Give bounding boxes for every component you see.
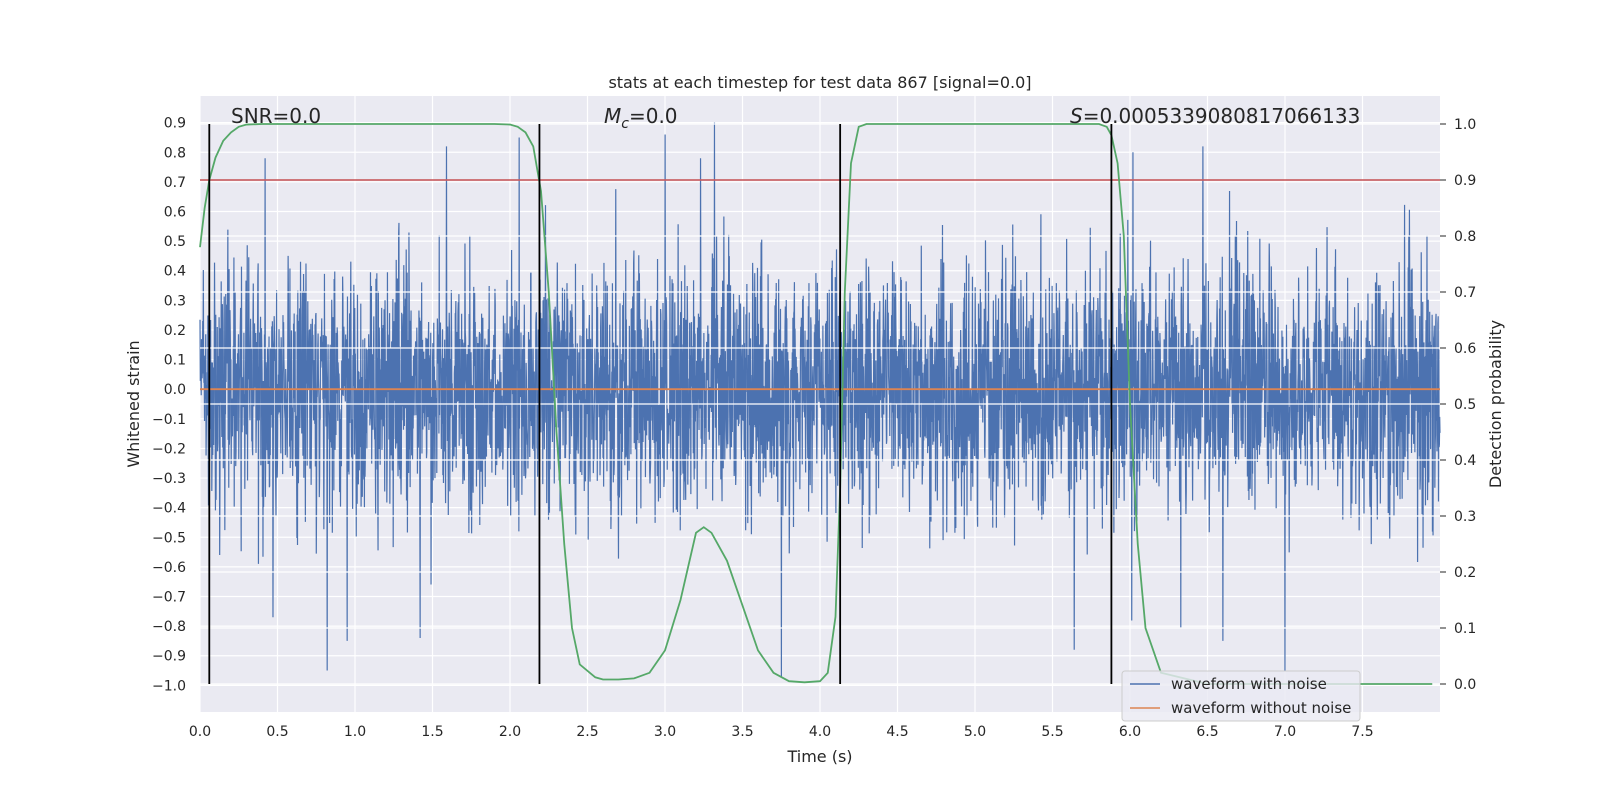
chart-title: stats at each timestep for test data 867… <box>608 73 1031 92</box>
s-symbol: S <box>1070 104 1083 128</box>
y2-tick-label: 0.8 <box>1454 229 1476 245</box>
y2-tick-label: 0.0 <box>1454 677 1476 693</box>
y-tick-label: −0.1 <box>152 412 186 428</box>
y-tick-label: 0.7 <box>164 175 186 191</box>
y-tick-label: −0.8 <box>152 619 186 635</box>
vertical-markers <box>208 124 1113 684</box>
legend-box <box>1121 670 1361 722</box>
y-tick-label: 0.8 <box>164 145 186 161</box>
y-tick-label: 0.9 <box>164 116 186 132</box>
y-tick-label: −0.6 <box>152 560 186 576</box>
x-tick-label: 5.0 <box>964 724 986 740</box>
x-tick-label: 7.0 <box>1274 724 1296 740</box>
y2-tick-label: 0.6 <box>1454 341 1476 357</box>
mc-symbol: M <box>604 104 621 128</box>
y-tick-label: 0.1 <box>164 353 186 369</box>
x-tick-label: 3.0 <box>654 724 676 740</box>
x-tick-label: 5.5 <box>1041 724 1063 740</box>
y2-axis-label: Detection probability <box>1486 320 1505 488</box>
y2-tick-label: 0.1 <box>1454 621 1476 637</box>
y-tick-label: −0.4 <box>152 501 186 517</box>
legend-label-noise: waveform with noise <box>1171 675 1327 693</box>
x-tick-label: 2.0 <box>499 724 521 740</box>
x-tick-label: 6.5 <box>1196 724 1218 740</box>
s-value: =0.0005339080817066133 <box>1083 104 1361 128</box>
detection-probability-line <box>199 123 1433 685</box>
y-tick-label: −0.7 <box>152 590 186 606</box>
y-tick-label: 0.6 <box>164 205 186 221</box>
y2-tick-label: 0.4 <box>1454 453 1476 469</box>
y-tick-label: −0.2 <box>152 441 186 457</box>
y2-tick-label: 0.2 <box>1454 565 1476 581</box>
y2-tick-label: 0.9 <box>1454 173 1476 189</box>
y2-tick-label: 1.0 <box>1454 117 1476 133</box>
mc-subscript: c <box>621 116 629 132</box>
y-tick-label: 0.4 <box>164 264 186 280</box>
x-ticks: 0.0 0.5 1.0 1.5 2.0 2.5 3.0 3.5 4.0 4.5 5.0 5.5 6.0 6… <box>189 724 1374 740</box>
x-tick-label: 0.0 <box>189 724 211 740</box>
x-tick-label: 0.5 <box>266 724 288 740</box>
x-tick-label: 4.0 <box>809 724 831 740</box>
y2-tick-label: 0.5 <box>1454 397 1476 413</box>
x-tick-label: 1.0 <box>344 724 366 740</box>
y-axis-label: Whitened strain <box>124 340 143 467</box>
y2-ticks: 1.0 0.9 0.8 0.7 0.6 0.5 0.4 0.3 0.2 0.1 0.0 <box>1440 117 1476 693</box>
x-axis-label: Time (s) <box>786 747 852 766</box>
x-tick-label: 2.5 <box>576 724 598 740</box>
x-tick-label: 3.5 <box>731 724 753 740</box>
series-detection-probability <box>199 123 1433 685</box>
y2-tick-label: 0.7 <box>1454 285 1476 301</box>
x-tick-label: 1.5 <box>421 724 443 740</box>
mc-value: =0.0 <box>629 104 678 128</box>
y-tick-label: 0.3 <box>164 293 186 309</box>
x-tick-label: 7.5 <box>1351 724 1373 740</box>
y-tick-label: 0.5 <box>164 234 186 250</box>
x-tick-label: 4.5 <box>886 724 908 740</box>
x-tick-label: 6.0 <box>1119 724 1141 740</box>
legend: waveform with noise waveform without noi… <box>1121 670 1361 722</box>
y-tick-label: −1.0 <box>152 678 186 694</box>
y-tick-label: −0.3 <box>152 471 186 487</box>
s-annotation: S=0.0005339080817066133 <box>1070 104 1360 128</box>
y-tick-label: −0.5 <box>152 530 186 546</box>
y-tick-label: 0.0 <box>164 382 186 398</box>
snr-annotation: SNR=0.0 <box>231 104 321 128</box>
y-ticks: 0.9 0.8 0.7 0.6 0.5 0.4 0.3 0.2 0.1 0.0 −0.1 −0.2 −0… <box>152 116 186 695</box>
y-tick-label: 0.2 <box>164 323 186 339</box>
legend-label-clean: waveform without noise <box>1171 699 1351 717</box>
y2-tick-label: 0.3 <box>1454 509 1476 525</box>
mc-annotation: Mc=0.0 <box>604 104 678 132</box>
y-tick-label: −0.9 <box>152 649 186 665</box>
